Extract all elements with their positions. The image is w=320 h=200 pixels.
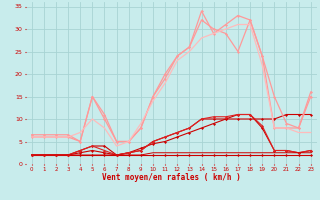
X-axis label: Vent moyen/en rafales ( km/h ): Vent moyen/en rafales ( km/h ) — [102, 173, 241, 182]
